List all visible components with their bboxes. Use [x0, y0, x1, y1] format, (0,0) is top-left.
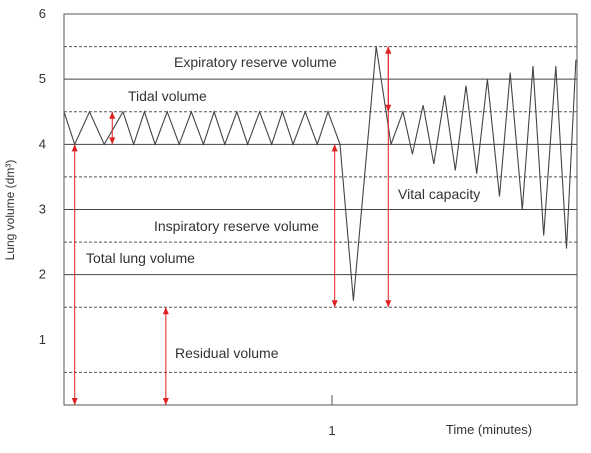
annotation-arrows — [71, 46, 392, 405]
annotation-arrowhead-down — [71, 398, 78, 405]
annotation-arrowhead-up — [71, 144, 78, 152]
annotation-arrowhead-up — [385, 46, 392, 54]
y-tick-label: 4 — [39, 136, 46, 151]
annotation-label-total-lung-volume: Total lung volume — [86, 250, 195, 266]
annotation-arrowhead-up — [162, 307, 169, 315]
volume-trace-line — [63, 46, 577, 301]
y-tick-label: 6 — [39, 6, 46, 21]
plot-frame — [63, 13, 578, 406]
y-tick-label: 2 — [39, 267, 46, 282]
annotation-label-residual-volume: Residual volume — [175, 345, 279, 361]
series-layer — [63, 46, 577, 301]
x-tick-label: 1 — [328, 423, 335, 438]
grid-lines — [64, 46, 577, 373]
annotation-label-expiratory-reserve-volume: Expiratory reserve volume — [174, 54, 337, 70]
annotation-arrowhead-down — [385, 300, 392, 308]
annotation-labels: Expiratory reserve volume Tidal volume Vit… — [86, 54, 480, 361]
annotation-arrowhead-up — [109, 111, 116, 119]
y-tick-label: 1 — [39, 332, 46, 347]
annotation-arrowhead-down — [162, 398, 169, 405]
annotation-arrowhead-down — [331, 300, 338, 308]
y-axis-label: Lung volume (dm³) — [3, 160, 17, 261]
annotation-arrowhead-up — [331, 144, 338, 152]
annotation-arrowhead-down — [109, 137, 116, 145]
y-tick-label: 5 — [39, 71, 46, 86]
y-tick-label: 3 — [39, 202, 46, 217]
x-axis-label: Time (minutes) — [446, 422, 532, 437]
annotation-label-tidal-volume: Tidal volume — [128, 88, 207, 104]
annotation-label-inspiratory-reserve-volume: Inspiratory reserve volume — [154, 218, 319, 234]
axis-ticks: 1 2 3 4 5 6 1 — [39, 6, 336, 438]
annotation-label-vital-capacity: Vital capacity — [398, 186, 480, 202]
